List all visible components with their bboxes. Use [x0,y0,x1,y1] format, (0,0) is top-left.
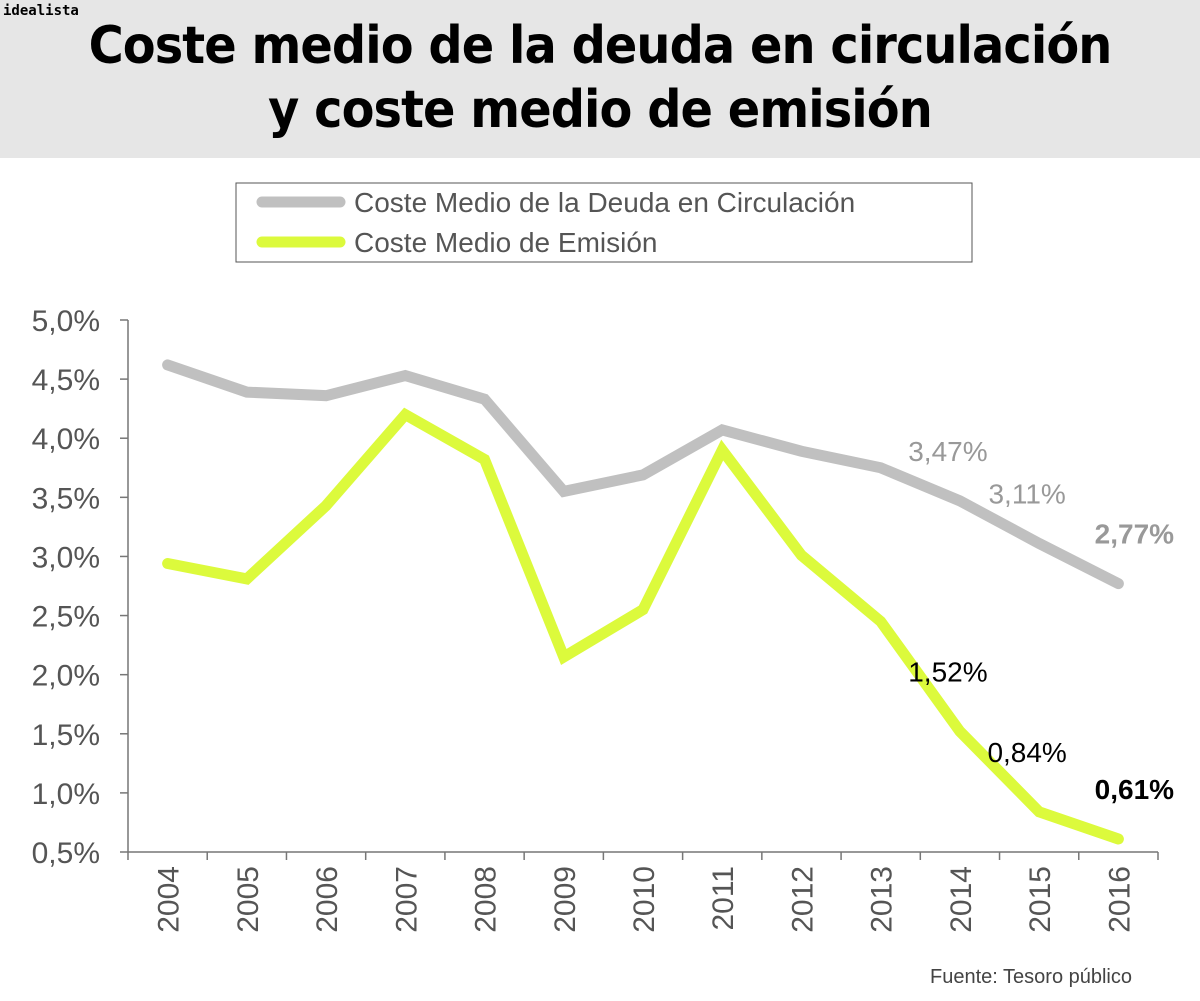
y-tick-label: 4,5% [32,364,100,397]
y-tick-label: 1,5% [32,719,100,752]
data-label: 0,61% [1095,774,1174,805]
y-tick-label: 3,0% [32,541,100,574]
title-line-1: Coste medio de la deuda en circulación [88,16,1113,76]
data-label: 2,77% [1095,519,1174,550]
x-tick-label: 2012 [786,866,819,933]
x-tick-label: 2005 [232,866,265,933]
x-tick-label: 2008 [470,866,503,933]
x-tick-label: 2006 [311,866,344,933]
y-tick-label: 0,5% [32,837,100,870]
x-tick-label: 2016 [1103,866,1136,933]
x-tick-label: 2013 [866,866,899,933]
x-tick-label: 2010 [628,866,661,933]
data-label: 1,52% [908,656,987,687]
series-line-0 [162,359,1124,590]
y-tick-label: 3,5% [32,482,100,515]
y-tick-label: 5,0% [32,305,100,338]
title-line-2: y coste medio de emisión [268,80,933,140]
brand-logo: idealista [3,3,79,19]
y-tick-label: 2,5% [32,601,100,634]
title-banner: idealista Coste medio de la deuda en cir… [0,0,1200,158]
y-tick-label: 2,0% [32,660,100,693]
legend-label: Coste Medio de Emisión [354,227,657,258]
x-tick-label: 2007 [390,866,423,933]
data-label: 3,11% [988,478,1065,509]
legend-label: Coste Medio de la Deuda en Circulación [354,187,855,218]
x-tick-label: 2011 [707,866,740,931]
source-note: Fuente: Tesoro público [930,966,1132,988]
legend-box [235,182,973,263]
x-tick-label: 2015 [1024,866,1057,933]
data-label: 0,84% [987,737,1066,768]
x-tick-label: 2004 [153,866,186,933]
y-tick-label: 4,0% [32,423,100,456]
y-tick-label: 1,0% [32,778,100,811]
data-label: 3,47% [908,436,987,467]
x-tick-label: 2009 [549,866,582,933]
chart-title: Coste medio de la deuda en circulación y… [48,14,1152,142]
x-tick-label: 2014 [945,866,978,933]
